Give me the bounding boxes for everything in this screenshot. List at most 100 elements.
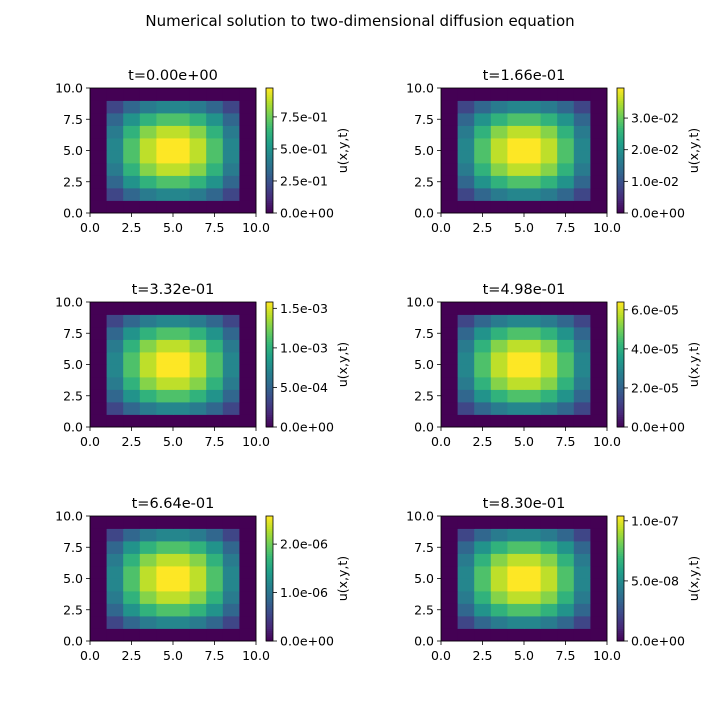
colorbar-frame bbox=[265, 87, 274, 214]
colorbar-segment bbox=[266, 366, 273, 370]
heatmap-cell bbox=[507, 163, 525, 176]
heatmap-cell bbox=[139, 138, 157, 151]
heatmap-cell bbox=[90, 516, 107, 529]
heatmap-cell bbox=[441, 603, 458, 617]
heatmap-cell bbox=[441, 125, 458, 139]
heatmap-cells bbox=[441, 302, 608, 428]
colorbar-segment bbox=[266, 324, 273, 328]
colorbar-segment bbox=[617, 636, 624, 640]
heatmap-cell bbox=[474, 188, 492, 201]
heatmap-cell bbox=[189, 113, 207, 126]
colorbar-segment bbox=[617, 549, 624, 552]
colorbar-segment bbox=[617, 314, 624, 318]
colorbar-segment bbox=[266, 626, 273, 629]
colorbar-segment bbox=[617, 626, 624, 629]
colorbar-segment bbox=[617, 551, 624, 554]
heatmap-cell bbox=[139, 616, 157, 629]
heatmap-cell bbox=[524, 414, 541, 428]
colorbar-segment bbox=[617, 395, 624, 399]
colorbar-segment bbox=[617, 609, 624, 613]
colorbar-segment bbox=[266, 383, 273, 386]
heatmap-cell bbox=[457, 150, 475, 164]
heatmap-cell bbox=[507, 414, 525, 428]
colorbar-segment bbox=[266, 140, 273, 143]
heatmap-cell bbox=[524, 389, 541, 403]
heatmap-cell bbox=[490, 339, 508, 353]
heatmap-cell bbox=[490, 302, 508, 315]
colorbar-segment bbox=[617, 316, 624, 320]
colorbar-segment bbox=[266, 133, 273, 137]
y-tick-label: 0.0 bbox=[63, 420, 83, 435]
colorbar-segment bbox=[617, 572, 624, 575]
heatmap-cell bbox=[441, 339, 458, 353]
heatmap-cell bbox=[239, 100, 257, 114]
x-tick-label: 7.5 bbox=[205, 434, 225, 449]
heatmap-cell bbox=[90, 352, 107, 365]
heatmap-cell bbox=[540, 616, 558, 629]
heatmap-cell bbox=[474, 175, 492, 189]
colorbar-segment bbox=[617, 169, 624, 172]
heatmap-cell bbox=[457, 364, 475, 378]
heatmap-cell bbox=[106, 352, 124, 365]
colorbar-segment bbox=[266, 343, 273, 347]
heatmap-cell bbox=[173, 541, 190, 554]
colorbar-segment bbox=[617, 374, 624, 378]
heatmap-cell bbox=[441, 578, 458, 592]
colorbar-frame bbox=[616, 301, 625, 428]
colorbar-segment bbox=[266, 165, 273, 168]
heatmap-cell bbox=[540, 364, 558, 378]
colorbar-segment bbox=[266, 638, 273, 642]
heatmap-cell bbox=[90, 188, 107, 201]
y-tick-label: 7.5 bbox=[414, 326, 434, 341]
colorbar-segment bbox=[617, 177, 624, 181]
colorbar-segment bbox=[617, 408, 624, 411]
heatmap-cell bbox=[222, 628, 240, 642]
panel-2: t=1.66e-01 0.0 2.5 5.0 7.5 10.0 0.0 2.5 5.0 7.5 10… bbox=[406, 68, 701, 235]
colorbar-segment bbox=[617, 100, 624, 104]
colorbar-segment bbox=[266, 534, 273, 538]
colorbar-segment bbox=[617, 611, 624, 615]
heatmap-cells bbox=[441, 516, 608, 642]
heatmap-cell bbox=[540, 100, 558, 114]
colorbar-segment bbox=[617, 524, 624, 527]
heatmap-cell bbox=[222, 541, 240, 554]
heatmap-cell bbox=[106, 591, 124, 604]
heatmap-cell bbox=[557, 628, 575, 642]
colorbar-segment bbox=[266, 420, 273, 424]
heatmap-cell bbox=[590, 628, 608, 642]
colorbar-segment bbox=[617, 115, 624, 118]
colorbar-segment bbox=[617, 422, 624, 426]
heatmap-cell bbox=[573, 616, 591, 629]
colorbar-segment bbox=[266, 391, 273, 395]
heatmap-cell bbox=[206, 414, 224, 428]
heatmap-cell bbox=[540, 150, 558, 164]
heatmap-cell bbox=[139, 528, 157, 542]
heatmap-cell bbox=[123, 603, 141, 617]
heatmap-cell bbox=[441, 628, 458, 642]
heatmap-cell bbox=[90, 113, 107, 126]
heatmap-cell bbox=[222, 528, 240, 542]
heatmap-cell bbox=[507, 100, 525, 114]
heatmap-cell bbox=[189, 100, 207, 114]
heatmap-cell bbox=[173, 578, 190, 592]
colorbar-segment bbox=[617, 352, 624, 355]
heatmap-cell bbox=[474, 339, 492, 353]
colorbar-segment bbox=[617, 337, 624, 340]
heatmap-cell bbox=[540, 113, 558, 126]
heatmap-cell bbox=[457, 377, 475, 390]
heatmap-cell bbox=[490, 327, 508, 340]
heatmap-cell bbox=[557, 553, 575, 567]
heatmap-cell bbox=[139, 591, 157, 604]
heatmap-cell bbox=[173, 88, 190, 101]
colorbar-segment bbox=[617, 198, 624, 201]
colorbar-segment bbox=[617, 333, 624, 336]
colorbar-segment bbox=[617, 553, 624, 557]
colorbar-segment bbox=[617, 113, 624, 116]
heatmap-cell bbox=[474, 138, 492, 151]
heatmap-cell bbox=[524, 138, 541, 151]
colorbar-segment bbox=[266, 538, 273, 542]
heatmap-cell bbox=[206, 516, 224, 529]
heatmap-cell bbox=[507, 628, 525, 642]
heatmap-cell bbox=[239, 125, 257, 139]
heatmap-cell bbox=[507, 175, 525, 189]
